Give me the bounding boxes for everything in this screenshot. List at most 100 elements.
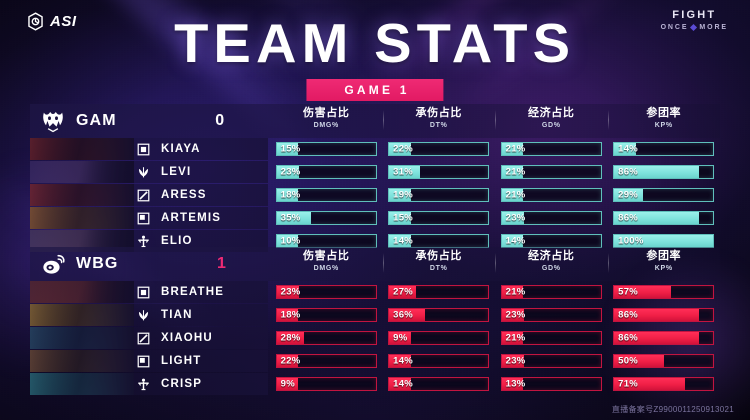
stat-bar-gd: 21% [500, 188, 602, 202]
team-header-gam: GAM 0 伤害占比 DMG% 承伤占比 DT% 经济占比 GD% 参团率 KP… [30, 104, 720, 138]
player-name: XIAOHU [161, 332, 213, 344]
stat-bar-dt-cell: 9% [383, 331, 496, 345]
bar-fill [276, 309, 299, 321]
bar-value-label: 50% [618, 355, 639, 367]
row-background [30, 184, 268, 206]
bar-fill [389, 309, 425, 321]
stat-bar-kp: 29% [613, 188, 715, 202]
gam-logo-icon [38, 107, 68, 135]
column-header-kp: 参团率 KP% [607, 104, 721, 138]
slogan: FIGHT ONCE MORE [660, 9, 728, 32]
bar-value-label: 22% [280, 355, 301, 367]
stat-bar-dt: 14% [388, 234, 490, 248]
row-background [30, 207, 268, 229]
player-rows-gam: KIAYA 15% 22% 21% 14% LEVI 23% 31% 21% 86% ARESS 18… [30, 138, 720, 252]
brand-logo: ASI [26, 12, 77, 31]
stat-bar-dt-cell: 14% [383, 354, 496, 368]
stat-bar-gd-cell: 23% [495, 211, 608, 225]
table-row[interactable]: ELIO 10% 14% 14% 100% [30, 230, 720, 252]
stat-bar-kp-cell: 14% [608, 142, 721, 156]
role-bot-icon [136, 354, 150, 368]
column-headers-gam: 伤害占比 DMG% 承伤占比 DT% 经济占比 GD% 参团率 KP% [270, 104, 720, 138]
stat-bar-dmg-cell: 15% [270, 142, 383, 156]
bar-fill [276, 235, 299, 247]
bar-value-label: 27% [393, 286, 414, 298]
slogan-line-2: ONCE MORE [660, 23, 728, 32]
table-row[interactable]: XIAOHU 28% 9% 21% 86% [30, 327, 720, 349]
bar-value-label: 86% [618, 309, 639, 321]
bar-value-label: 31% [393, 166, 414, 178]
slogan-line-1: FIGHT [672, 9, 717, 21]
table-row[interactable]: ARESS 18% 19% 21% 29% [30, 184, 720, 206]
bar-fill [501, 378, 524, 390]
player-name: ARESS [161, 189, 207, 201]
stat-bar-dt: 36% [388, 308, 490, 322]
bar-fill [389, 332, 411, 344]
slogan-once: ONCE [660, 24, 689, 31]
stat-bar-gd-cell: 21% [495, 331, 608, 345]
table-row[interactable]: ARTEMIS 35% 15% 23% 86% [30, 207, 720, 229]
bar-value-label: 10% [280, 235, 301, 247]
bar-value-label: 100% [618, 235, 644, 247]
stat-bar-kp-cell: 86% [608, 331, 721, 345]
stat-bar-dt: 22% [388, 142, 490, 156]
bar-fill [276, 378, 299, 390]
bar-fill [276, 286, 300, 298]
bar-value-label: 19% [393, 189, 414, 201]
bar-value-label: 23% [280, 286, 301, 298]
column-header-dt: 承伤占比 DT% [382, 247, 496, 281]
table-row[interactable]: LIGHT 22% 14% 23% 50% [30, 350, 720, 372]
stat-bar-gd: 21% [500, 142, 602, 156]
stat-bar-dmg-cell: 10% [270, 234, 383, 248]
bar-value-label: 35% [280, 212, 301, 224]
row-background [30, 161, 268, 183]
role-mid-icon [136, 331, 150, 345]
stat-bar-kp: 86% [613, 211, 715, 225]
role-mid-icon [136, 188, 150, 202]
row-panel [30, 327, 268, 349]
table-row[interactable]: LEVI 23% 31% 21% 86% [30, 161, 720, 183]
stat-bars: 15% 22% 21% 14% [270, 138, 720, 160]
row-panel [30, 230, 268, 252]
column-headers-wbg: 伤害占比 DMG% 承伤占比 DT% 经济占比 GD% 参团率 KP% [270, 247, 720, 281]
stat-bar-kp-cell: 50% [608, 354, 721, 368]
stat-bar-gd: 14% [500, 234, 602, 248]
stat-bar-gd-cell: 21% [495, 188, 608, 202]
bar-value-label: 14% [393, 355, 414, 367]
stat-bar-gd-cell: 13% [495, 377, 608, 391]
column-header-dt: 承伤占比 DT% [382, 104, 496, 138]
bar-value-label: 28% [280, 332, 301, 344]
column-header-en: DT% [429, 264, 448, 272]
stat-bar-kp-cell: 86% [608, 165, 721, 179]
bar-value-label: 14% [618, 143, 639, 155]
stat-bar-dt: 15% [388, 211, 490, 225]
table-row[interactable]: CRISP 9% 14% 13% 71% [30, 373, 720, 395]
row-background [30, 138, 268, 160]
table-row[interactable]: BREATHE 23% 27% 21% 57% [30, 281, 720, 303]
bar-fill [614, 355, 664, 367]
role-jungle-icon [136, 165, 150, 179]
player-name: ELIO [161, 235, 193, 247]
role-support-icon [136, 377, 150, 391]
bar-value-label: 21% [505, 189, 526, 201]
row-background [30, 327, 268, 349]
bar-fill [614, 235, 714, 247]
bar-value-label: 15% [393, 212, 414, 224]
stat-bar-dmg: 10% [275, 234, 377, 248]
table-row[interactable]: TIAN 18% 36% 23% 86% [30, 304, 720, 326]
bar-fill [276, 189, 299, 201]
bar-fill [389, 235, 411, 247]
stat-bar-dt: 19% [388, 188, 490, 202]
bar-fill [276, 212, 312, 224]
stat-bar-gd-cell: 21% [495, 165, 608, 179]
stat-bar-gd-cell: 21% [495, 142, 608, 156]
bar-fill [614, 189, 643, 201]
stat-bar-dmg: 28% [275, 331, 377, 345]
bar-fill [501, 235, 524, 247]
table-row[interactable]: KIAYA 15% 22% 21% 14% [30, 138, 720, 160]
row-panel [30, 184, 268, 206]
role-top-icon [136, 285, 150, 299]
stat-bar-kp: 86% [613, 165, 715, 179]
team-name-gam: GAM [76, 112, 117, 129]
stat-bar-dmg: 9% [275, 377, 377, 391]
